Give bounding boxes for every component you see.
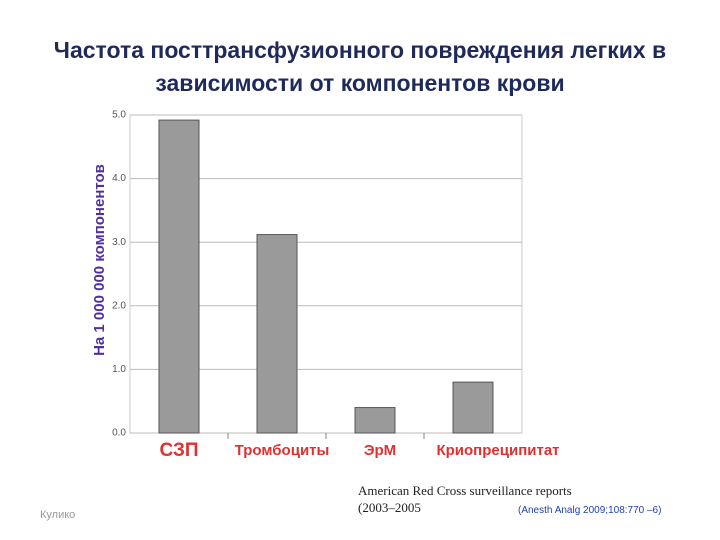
y-tick-label: 0.0 (112, 428, 126, 439)
bar (158, 119, 200, 434)
bar (256, 234, 298, 434)
x-tick-label: Криопреципитат (436, 442, 559, 459)
bar (452, 381, 494, 434)
bar (354, 407, 396, 434)
x-tick-label: ЭрМ (364, 442, 396, 459)
footer: Кулико (40, 509, 76, 521)
y-tick-label: 2.0 (112, 300, 126, 311)
title: Частота посттрансфузионного повреждения … (53, 37, 667, 96)
y-tick-label: 5.0 (112, 110, 126, 121)
citation: (Anesth Analg 2009;108:770 –6) (518, 505, 662, 516)
x-tick-label: СЗП (159, 440, 198, 461)
y-tick-label: 3.0 (112, 237, 126, 248)
source: American Red Cross surveillance reports … (358, 483, 572, 515)
y-tick-label: 1.0 (112, 364, 126, 375)
y-tick-label: 4.0 (112, 173, 126, 184)
x-tick-label: Тромбоциты (235, 442, 330, 459)
y-axis-label: На 1 000 000 компонентов (91, 164, 108, 356)
